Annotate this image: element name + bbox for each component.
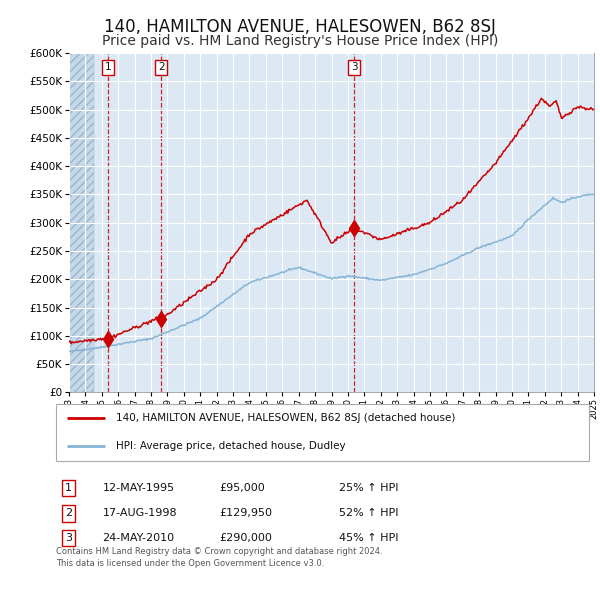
Text: 140, HAMILTON AVENUE, HALESOWEN, B62 8SJ (detached house): 140, HAMILTON AVENUE, HALESOWEN, B62 8SJ…	[116, 413, 455, 423]
Text: £95,000: £95,000	[220, 483, 265, 493]
Text: 17-AUG-1998: 17-AUG-1998	[103, 509, 177, 519]
Text: 3: 3	[351, 62, 358, 72]
Text: £290,000: £290,000	[220, 533, 272, 543]
Text: 12-MAY-1995: 12-MAY-1995	[103, 483, 175, 493]
Text: 1: 1	[65, 483, 72, 493]
Text: Contains HM Land Registry data © Crown copyright and database right 2024.
This d: Contains HM Land Registry data © Crown c…	[56, 548, 383, 568]
Text: 2: 2	[65, 509, 72, 519]
Text: 3: 3	[65, 533, 72, 543]
Text: Price paid vs. HM Land Registry's House Price Index (HPI): Price paid vs. HM Land Registry's House …	[102, 34, 498, 48]
Text: 45% ↑ HPI: 45% ↑ HPI	[339, 533, 398, 543]
FancyBboxPatch shape	[56, 404, 589, 461]
Text: 1: 1	[104, 62, 111, 72]
Text: £129,950: £129,950	[220, 509, 272, 519]
Text: 25% ↑ HPI: 25% ↑ HPI	[339, 483, 398, 493]
Text: 2: 2	[158, 62, 164, 72]
Text: 24-MAY-2010: 24-MAY-2010	[103, 533, 175, 543]
Text: 52% ↑ HPI: 52% ↑ HPI	[339, 509, 398, 519]
Text: 140, HAMILTON AVENUE, HALESOWEN, B62 8SJ: 140, HAMILTON AVENUE, HALESOWEN, B62 8SJ	[104, 18, 496, 36]
Text: HPI: Average price, detached house, Dudley: HPI: Average price, detached house, Dudl…	[116, 441, 346, 451]
